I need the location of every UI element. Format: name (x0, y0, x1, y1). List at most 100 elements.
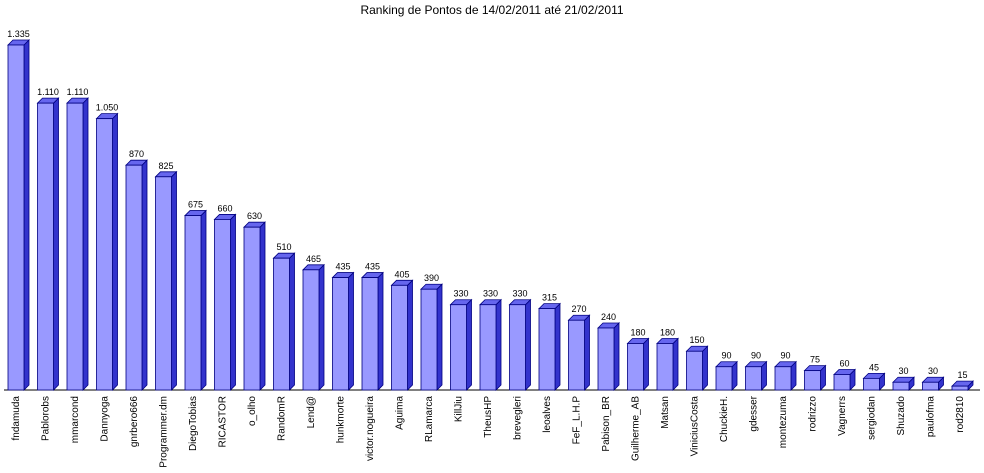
value-label: 150 (689, 335, 704, 345)
value-label: 390 (424, 273, 439, 283)
bar-front (391, 284, 408, 391)
bar-front (863, 377, 880, 391)
bar (7, 39, 30, 391)
bar-front (568, 319, 585, 391)
bar-front (509, 304, 526, 391)
category-label: montezuma (778, 396, 789, 449)
category-label: Pablorobs (41, 396, 52, 441)
value-label: 180 (660, 327, 675, 337)
bar-front (125, 164, 143, 391)
bar (685, 345, 709, 391)
bar (597, 322, 620, 391)
bar (36, 97, 60, 391)
bar (744, 360, 768, 391)
bar-front (745, 366, 762, 391)
category-label: KillJiu (454, 396, 465, 422)
value-label: 330 (483, 289, 498, 299)
bar-side (436, 283, 443, 391)
category-label: mmarcond (70, 396, 81, 443)
bar-side (289, 252, 295, 391)
bar-front (538, 308, 556, 391)
bar-side (259, 221, 266, 391)
category-label: leoalves (542, 396, 553, 433)
bar (331, 271, 355, 391)
bar-side (377, 271, 384, 391)
bar (95, 112, 119, 391)
value-label: 1.335 (7, 29, 30, 39)
bar-side (407, 279, 413, 391)
bar (951, 380, 974, 391)
bar-front (450, 304, 467, 391)
bar-front (922, 381, 939, 391)
category-label: Dannyoga (100, 396, 111, 442)
category-label: paulofma (926, 396, 937, 438)
bar-side (230, 213, 236, 391)
bar-side (200, 209, 207, 391)
value-label: 1.050 (96, 103, 119, 113)
value-label: 660 (217, 203, 232, 213)
bar-side (23, 39, 30, 391)
bar-front (951, 385, 969, 391)
category-label: Aguima (395, 396, 406, 430)
category-label: rod2810 (955, 396, 966, 433)
bar-front (715, 366, 733, 391)
value-label: 30 (928, 366, 938, 376)
bar (626, 337, 650, 391)
bar-side (318, 263, 325, 391)
bar (66, 97, 89, 391)
category-label: RLamarca (424, 396, 435, 443)
value-label: 675 (188, 200, 203, 210)
bar (243, 221, 266, 391)
bar (774, 360, 797, 391)
bars-group (7, 39, 974, 391)
category-label: Matsan (660, 396, 671, 429)
value-label: 270 (571, 304, 586, 314)
category-label: Programmer.dm (159, 396, 170, 468)
value-label: 825 (158, 161, 173, 171)
value-label: 240 (601, 312, 616, 322)
bar (803, 364, 827, 391)
bar-front (597, 327, 615, 391)
value-label: 1.110 (67, 87, 89, 97)
bar-front (804, 370, 821, 391)
category-label: victor.nogueira (365, 396, 376, 461)
bar-side (466, 298, 472, 391)
category-label: RandomR (277, 396, 288, 441)
bar-front (627, 343, 644, 391)
category-label: Shuzado (896, 396, 907, 436)
bar-side (643, 337, 649, 391)
bar-front (302, 269, 320, 391)
value-label: 60 (839, 358, 849, 368)
category-label: gnrbero666 (129, 396, 140, 448)
bar (656, 337, 679, 391)
bar-side (348, 271, 354, 391)
bar (921, 376, 945, 391)
value-label: 630 (247, 211, 262, 221)
bar-front (479, 304, 497, 391)
bar-front (155, 176, 172, 391)
value-label: 180 (630, 327, 645, 337)
value-label: 870 (129, 149, 144, 159)
bar-front (332, 277, 349, 391)
category-label: brevegleri (513, 396, 524, 440)
category-label: ChuckieH. (719, 396, 730, 442)
bar-front (66, 102, 84, 391)
bar-side (672, 337, 679, 391)
bar (361, 271, 384, 391)
value-label: 90 (721, 351, 731, 361)
bar (125, 159, 148, 391)
category-label: o_olho (247, 396, 258, 426)
category-label: fndamuda (11, 396, 22, 441)
bar-front (214, 219, 231, 391)
value-label: 435 (365, 262, 380, 272)
category-label: ViniciusCosta (690, 396, 701, 457)
bar-side (82, 97, 89, 391)
bar (833, 368, 856, 391)
bar-side (525, 298, 531, 391)
value-label: 465 (306, 254, 321, 264)
value-label: 1.110 (37, 87, 59, 97)
category-label: DiegoTobias (188, 396, 199, 451)
category-label: Pabison_BR (601, 396, 612, 452)
category-label: RICASTOR (218, 396, 229, 448)
